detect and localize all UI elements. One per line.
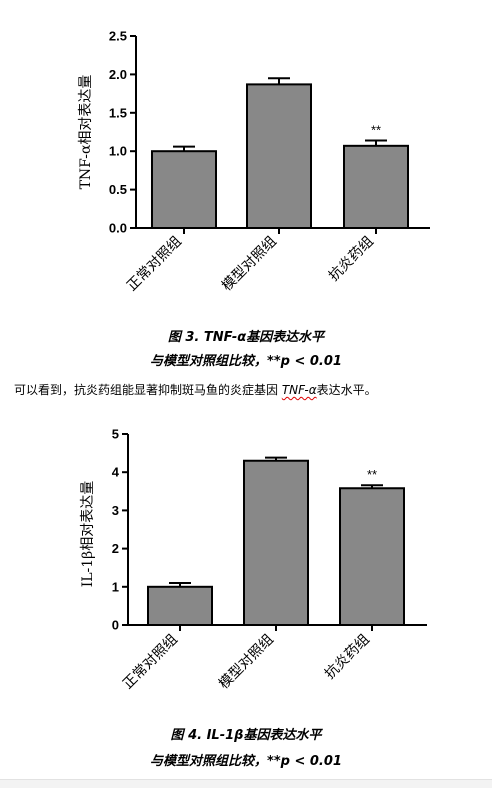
figure-4-caption-title: 图 4. IL-1β基因表达水平 xyxy=(170,728,322,743)
paragraph-gene-name: TNF-α xyxy=(281,383,317,397)
bottom-scrollbar-strip xyxy=(0,779,492,788)
y-tick-label: 2.5 xyxy=(109,29,127,44)
y-tick-label: 3 xyxy=(112,503,119,518)
figure-3-caption-title: 图 3. TNF-α基因表达水平 xyxy=(167,330,325,345)
figure-4-chart: 0 1 2 3 4 5 IL-1β相对表达量正常对照组 模型对照组 ** 抗炎药组 xyxy=(0,410,492,710)
y-tick-label: 0.5 xyxy=(109,182,127,197)
figure-4-caption-note: 与模型对照组比较，**p < 0.01 xyxy=(150,754,342,769)
figure-3-caption-note: 与模型对照组比较，**p < 0.01 xyxy=(150,354,342,369)
result-paragraph: 可以看到，抗炎药组能显著抑制斑马鱼的炎症基因 TNF-α表达水平。 xyxy=(14,382,490,398)
y-tick-label: 0.0 xyxy=(109,221,127,236)
figure-3-chart: 0.0 0.5 1.0 1.5 2.0 2.5 TNF-α相对表达量正常对照组 模型对照组 **… xyxy=(0,0,492,318)
y-tick-label: 1 xyxy=(112,579,119,594)
category-label: 抗炎药组 xyxy=(322,632,373,683)
bar xyxy=(246,83,312,229)
significance-marker: ** xyxy=(371,122,381,137)
y-tick-label: 4 xyxy=(112,465,120,480)
category-label: 模型对照组 xyxy=(216,632,277,693)
y-tick-label: 2.0 xyxy=(109,67,127,82)
category-label: 正常对照组 xyxy=(124,234,185,295)
bar xyxy=(147,585,213,627)
y-axis-label: IL-1β相对表达量 xyxy=(80,481,96,588)
significance-marker: ** xyxy=(367,467,377,482)
bar xyxy=(339,487,405,626)
category-label: 抗炎药组 xyxy=(326,234,377,285)
y-tick-label: 1.5 xyxy=(109,105,127,120)
y-tick-label: 2 xyxy=(112,541,119,556)
paragraph-text-after: 表达水平。 xyxy=(316,383,377,397)
bar xyxy=(243,459,309,626)
y-axis-label: TNF-α相对表达量 xyxy=(78,75,94,190)
y-tick-label: 5 xyxy=(112,427,119,442)
category-label: 模型对照组 xyxy=(219,234,280,295)
y-tick-label: 1.0 xyxy=(109,144,127,159)
bar xyxy=(343,144,409,230)
y-tick-label: 0 xyxy=(112,618,119,633)
category-label: 正常对照组 xyxy=(120,632,181,693)
bar xyxy=(151,150,217,229)
paragraph-text-before: 可以看到，抗炎药组能显著抑制斑马鱼的炎症基因 xyxy=(14,383,282,397)
